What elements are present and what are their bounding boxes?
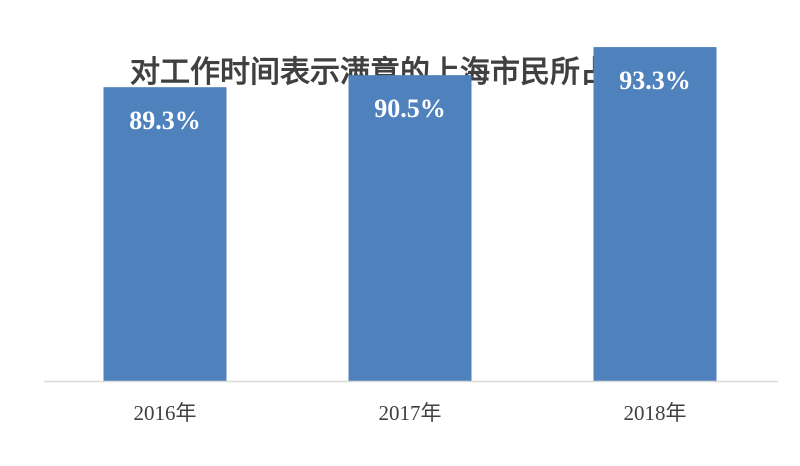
- bar-2: [593, 47, 717, 381]
- bars-layer: [103, 47, 717, 382]
- x-tick-label-0: 2016年: [134, 401, 197, 425]
- data-label-0: 89.3%: [129, 106, 201, 135]
- bar-0: [103, 87, 227, 382]
- x-tick-label-1: 2017年: [379, 401, 442, 425]
- x-tick-label-2: 2018年: [624, 401, 687, 425]
- x-tick-labels-layer: 2016年 2017年 2018年: [134, 401, 687, 425]
- data-label-2: 93.3%: [619, 66, 691, 95]
- data-label-1: 90.5%: [374, 94, 446, 123]
- bar-1: [348, 75, 472, 382]
- data-labels-layer: 89.3% 90.5% 93.3%: [129, 66, 691, 135]
